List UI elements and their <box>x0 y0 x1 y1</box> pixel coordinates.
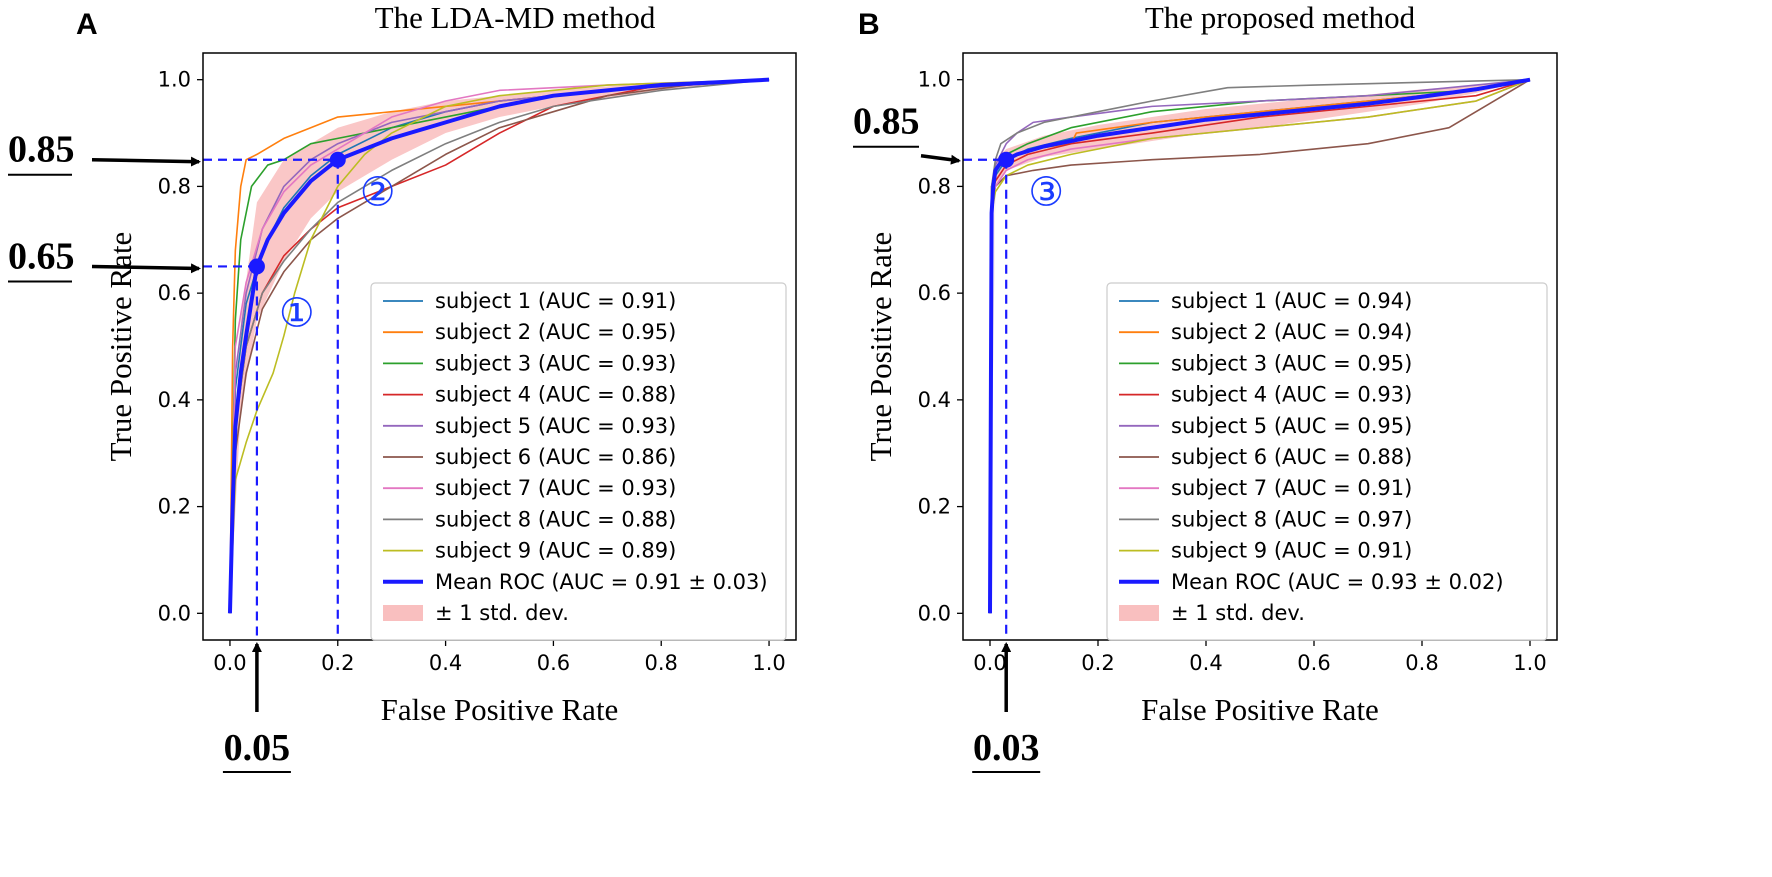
legend-entry: subject 6 (AUC = 0.86) <box>435 445 676 469</box>
panel-label: B <box>858 8 880 41</box>
y-tick-label: 1.0 <box>158 68 191 92</box>
legend-entry: subject 7 (AUC = 0.91) <box>1171 476 1412 500</box>
y-tick-label: 0.8 <box>918 174 951 198</box>
legend-entry: Mean ROC (AUC = 0.91 ± 0.03) <box>435 570 768 594</box>
x-tick-label: 0.6 <box>537 651 570 675</box>
legend-entry: ± 1 std. dev. <box>1171 601 1305 625</box>
y-tick-label: 0.4 <box>158 388 191 412</box>
panel-label: A <box>76 8 98 41</box>
legend-entry: subject 1 (AUC = 0.91) <box>435 289 676 313</box>
x-tick-label: 0.4 <box>1189 651 1222 675</box>
y-axis-label: True Positive Rate <box>103 232 138 462</box>
operating-point-label-1: ① <box>279 290 315 336</box>
x-tick-label: 0.0 <box>973 651 1006 675</box>
chart-title: The proposed method <box>1145 0 1416 35</box>
operating-point-1 <box>248 258 265 275</box>
x-tick-label: 0.8 <box>645 651 678 675</box>
subject-6-line <box>229 78 770 614</box>
callout-y-value: 0.65 <box>8 235 75 277</box>
legend-entry: Mean ROC (AUC = 0.93 ± 0.02) <box>1171 570 1504 594</box>
x-tick-label: 0.2 <box>321 651 354 675</box>
operating-point-label-1: ③ <box>1028 170 1064 216</box>
callout-arrow <box>920 153 961 165</box>
x-tick-label: 0.0 <box>213 651 246 675</box>
y-tick-label: 0.4 <box>918 388 951 412</box>
legend-entry: subject 8 (AUC = 0.97) <box>1171 507 1412 531</box>
mean-roc-line <box>988 77 1531 614</box>
legend-entry: subject 8 (AUC = 0.88) <box>435 507 676 531</box>
legend-entry: subject 2 (AUC = 0.94) <box>1171 320 1412 344</box>
y-tick-label: 0.2 <box>918 495 951 519</box>
y-tick-label: 0.2 <box>158 495 191 519</box>
legend-entry: subject 3 (AUC = 0.93) <box>435 351 676 375</box>
legend-entry: subject 2 (AUC = 0.95) <box>435 320 676 344</box>
subject-5-line <box>229 78 770 614</box>
legend <box>1106 282 1548 641</box>
y-tick-label: 0.6 <box>158 281 191 305</box>
legend-entry: subject 3 (AUC = 0.95) <box>1171 351 1412 375</box>
x-tick-label: 1.0 <box>1513 651 1546 675</box>
x-tick-label: 0.8 <box>1405 651 1438 675</box>
callout-arrow <box>91 156 201 167</box>
y-tick-label: 0.0 <box>158 601 191 625</box>
x-axis-label: False Positive Rate <box>381 692 619 727</box>
legend-entry: ± 1 std. dev. <box>435 601 569 625</box>
y-axis-label: True Positive Rate <box>863 232 898 462</box>
legend-entry: subject 4 (AUC = 0.88) <box>435 383 676 407</box>
legend-entry: subject 5 (AUC = 0.93) <box>435 414 676 438</box>
x-tick-label: 0.4 <box>429 651 462 675</box>
chart-title: The LDA-MD method <box>375 0 656 35</box>
subject-8-line <box>989 78 1531 614</box>
legend-entry: subject 6 (AUC = 0.88) <box>1171 445 1412 469</box>
legend-entry: subject 4 (AUC = 0.93) <box>1171 383 1412 407</box>
callout-x-value: 0.05 <box>224 727 291 769</box>
x-tick-label: 0.2 <box>1081 651 1114 675</box>
panel-b: B The proposed method ③ 0.0 0.2 0.4 0.6 0.8 1.0 0… <box>853 0 1558 773</box>
y-tick-label: 0.0 <box>918 601 951 625</box>
legend-swatch-band <box>1119 605 1159 621</box>
y-tick-label: 1.0 <box>918 68 951 92</box>
legend-entry: subject 9 (AUC = 0.89) <box>435 539 676 563</box>
callout-y-value: 0.85 <box>853 101 920 143</box>
x-tick-label: 0.6 <box>1297 651 1330 675</box>
x-tick-label: 1.0 <box>752 651 785 675</box>
operating-point-2 <box>329 151 346 168</box>
mean-roc-line <box>227 77 770 614</box>
legend-swatch-band <box>383 605 423 621</box>
callout-x-value: 0.03 <box>973 727 1040 769</box>
operating-point-label-2: ② <box>360 170 396 216</box>
x-axis-label: False Positive Rate <box>1141 692 1379 727</box>
legend-entry: subject 7 (AUC = 0.93) <box>435 476 676 500</box>
y-tick-label: 0.6 <box>918 281 951 305</box>
panel-a: A The LDA-MD method ① ② 0.0 0.2 0.4 0.6 0.8 1.0 0.… <box>8 0 797 773</box>
operating-point-1 <box>998 151 1015 168</box>
subject-9-line <box>229 78 770 614</box>
callout-arrow <box>91 263 201 274</box>
subject-7-line <box>229 78 770 614</box>
legend <box>370 282 787 641</box>
callout-y-value: 0.85 <box>8 129 75 171</box>
legend-entry: subject 9 (AUC = 0.91) <box>1171 539 1412 563</box>
legend-entry: subject 1 (AUC = 0.94) <box>1171 289 1412 313</box>
y-tick-label: 0.8 <box>158 174 191 198</box>
legend-entry: subject 5 (AUC = 0.95) <box>1171 414 1412 438</box>
